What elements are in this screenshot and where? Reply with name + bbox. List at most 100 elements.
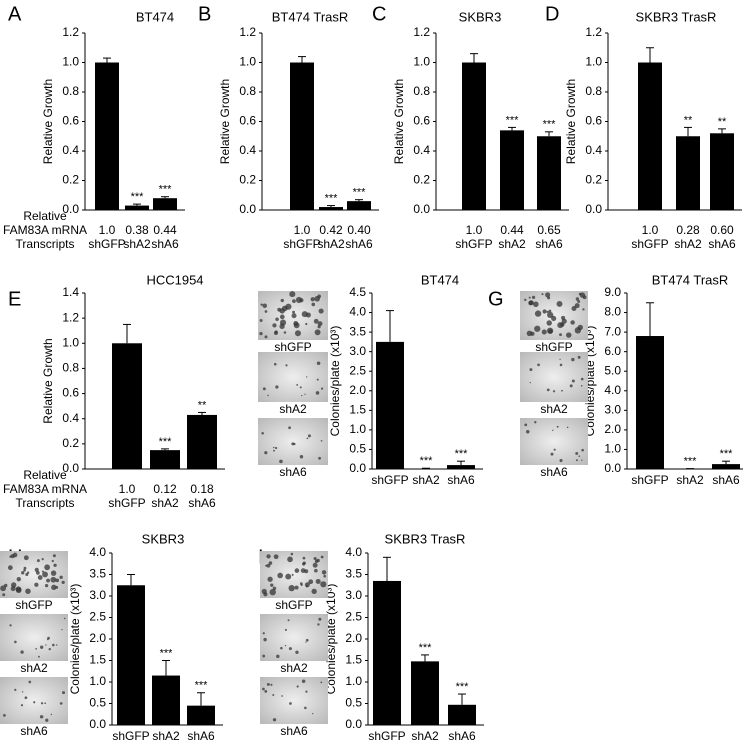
significance: *** [720, 448, 734, 460]
colony [10, 586, 16, 592]
bar [710, 133, 734, 210]
y-axis-label: Colonies/plate (x10³) [328, 326, 342, 437]
colony [546, 310, 549, 314]
colony [302, 556, 306, 560]
colony [580, 377, 584, 381]
bar [373, 580, 401, 725]
colony [570, 320, 575, 325]
colony [21, 571, 25, 575]
colony [40, 645, 44, 649]
bar [125, 205, 149, 210]
x-tick-label: shGFP [371, 473, 408, 487]
significance: *** [543, 119, 557, 131]
colony [262, 654, 266, 658]
y-tick-label: 0.4 [62, 143, 79, 157]
y-tick-label: 0.8 [239, 84, 256, 98]
colony [548, 309, 552, 313]
y-tick-label: 0.6 [413, 114, 430, 128]
colony [59, 575, 63, 579]
colony [281, 695, 283, 697]
transcript-title: Relative [23, 209, 67, 223]
colony [566, 426, 569, 429]
colony [273, 554, 279, 560]
colony [270, 683, 273, 686]
y-axis-label: Relative Growth [41, 338, 55, 423]
colony [314, 329, 321, 336]
colony [528, 300, 533, 306]
y-tick-label: 2.5 [349, 363, 366, 377]
colony [61, 580, 65, 584]
colony [575, 459, 578, 462]
image-label: shGFP [275, 598, 312, 612]
y-axis-label: Colonies/plate (x10³) [68, 584, 82, 695]
colony [578, 455, 581, 458]
colony [21, 691, 24, 693]
colony [56, 644, 58, 646]
significance: *** [419, 642, 433, 654]
y-axis-label: Relative Growth [564, 79, 578, 164]
bar [152, 675, 180, 725]
colony [20, 704, 24, 707]
x-tick-label: shGFP [631, 473, 668, 487]
y-tick-label: 1.2 [239, 25, 256, 39]
colony [316, 378, 319, 381]
significance: *** [455, 448, 469, 460]
transcript-label: 0.44 [153, 223, 177, 237]
colony [318, 308, 324, 314]
colony [275, 385, 279, 389]
y-tick-label: 0.0 [585, 202, 602, 216]
x-tick-label: shA2 [411, 729, 439, 742]
colony [272, 718, 277, 722]
colony [526, 430, 530, 434]
bar [150, 450, 180, 469]
colony [288, 584, 295, 592]
transcript-label: 0.28 [676, 223, 700, 237]
colony [294, 330, 301, 337]
colony [577, 355, 581, 359]
colony [289, 291, 296, 298]
y-tick-label: 0.8 [62, 361, 79, 375]
colony [553, 448, 556, 451]
colony [575, 451, 579, 455]
colony [537, 363, 540, 367]
bar [636, 336, 664, 469]
y-tick-label: 9.0 [604, 285, 621, 299]
colony [559, 459, 563, 463]
y-tick-label: 0.6 [239, 114, 256, 128]
colony [51, 584, 57, 591]
bar [319, 207, 343, 210]
significance: *** [195, 680, 209, 692]
colony [577, 299, 581, 303]
y-tick-label: 1.5 [89, 653, 106, 667]
colony [38, 655, 40, 658]
x-tick-label: shA2 [676, 473, 704, 487]
bar [447, 465, 475, 469]
colony [559, 358, 561, 361]
colony [552, 390, 556, 393]
y-tick-label: 2.0 [349, 383, 366, 397]
colony [45, 718, 49, 722]
colony [275, 317, 279, 322]
colony [574, 303, 580, 309]
colony [575, 297, 580, 301]
chart-title: BT474 TrasR [272, 9, 349, 24]
y-tick-label: 4.5 [349, 285, 366, 299]
panel-label: E [8, 288, 21, 310]
bar [412, 469, 440, 470]
colony [566, 332, 572, 338]
colony [61, 628, 63, 631]
y-tick-label: 5.0 [604, 363, 621, 377]
image-label: shGFP [535, 340, 572, 354]
image-label: shA2 [20, 661, 48, 675]
y-tick-label: 0.8 [62, 84, 79, 98]
colony [306, 437, 309, 440]
colony [261, 588, 267, 595]
significance: *** [506, 114, 520, 126]
colony [299, 455, 304, 459]
y-tick-label: 2.0 [604, 422, 621, 436]
bar [187, 414, 217, 469]
colony [25, 588, 31, 594]
colony [293, 442, 296, 446]
colony [23, 569, 26, 572]
colony [561, 389, 563, 392]
